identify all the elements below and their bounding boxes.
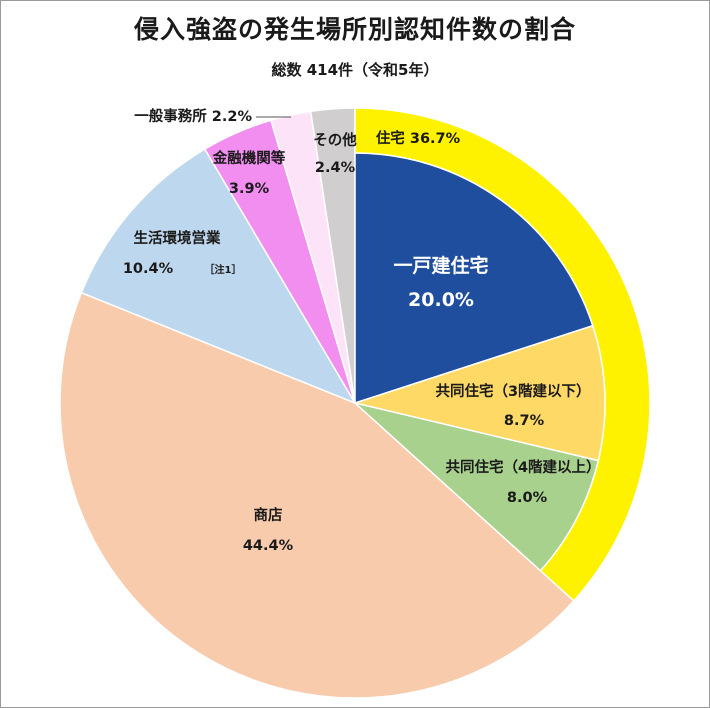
label-detached-house: 一戸建住宅 bbox=[393, 254, 488, 277]
chart-subtitle: 総数 414件（令和5年） bbox=[271, 61, 439, 79]
value-shop: 44.4% bbox=[243, 538, 294, 554]
pie-slice-inner-0 bbox=[354, 152, 594, 405]
pie-slice-shop bbox=[59, 291, 575, 699]
pie-slice-inner-1 bbox=[352, 324, 606, 462]
label-apartment-high: 共同住宅（4階建以上） bbox=[445, 458, 600, 476]
value-other: 2.4% bbox=[315, 160, 356, 176]
value-detached-house: 20.0% bbox=[408, 289, 474, 311]
label-apartment-low: 共同住宅（3階建以下） bbox=[435, 382, 590, 400]
label-other: その他 bbox=[313, 131, 357, 149]
label-living-service: 生活環境営業 bbox=[134, 229, 221, 247]
label-financial: 金融機関等 bbox=[212, 149, 286, 167]
label-housing-ring: 住宅 36.7% bbox=[376, 129, 461, 147]
value-apartment-high: 8.0% bbox=[507, 490, 548, 506]
label-office: 一般事務所 2.2% bbox=[134, 107, 252, 125]
value-apartment-low: 8.7% bbox=[504, 413, 545, 429]
value-financial: 3.9% bbox=[229, 181, 270, 197]
pie-slice-inner-2 bbox=[354, 402, 600, 572]
value-living-service: 10.4% bbox=[123, 261, 174, 277]
label-shop: 商店 bbox=[254, 506, 283, 524]
pie-slice-living-service bbox=[80, 148, 357, 405]
chart-title: 侵入強盗の発生場所別認知件数の割合 bbox=[133, 15, 576, 44]
note-living-service: ［注1］ bbox=[205, 263, 242, 276]
